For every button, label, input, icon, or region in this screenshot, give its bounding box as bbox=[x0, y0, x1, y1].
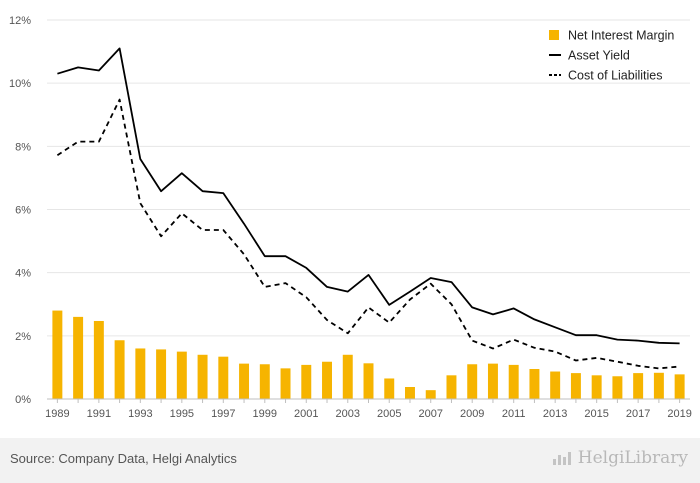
bar[interactable] bbox=[197, 354, 208, 399]
bar[interactable] bbox=[218, 356, 229, 399]
axes: 0% 2% 4% 6% 8% 10% 12% 1989 1991 1993 1995 1997 1999… bbox=[9, 15, 692, 420]
bar[interactable] bbox=[259, 364, 270, 399]
bar[interactable] bbox=[633, 373, 644, 399]
x-tick-label: 1999 bbox=[253, 408, 277, 420]
x-tick-label: 2009 bbox=[460, 408, 484, 420]
x-tick-label: 2013 bbox=[543, 408, 567, 420]
bar[interactable] bbox=[508, 364, 519, 399]
x-tick-label: 1997 bbox=[211, 408, 235, 420]
brand-name: HelgiLibrary bbox=[577, 448, 688, 468]
x-tick-label: 2005 bbox=[377, 408, 401, 420]
bar[interactable] bbox=[301, 364, 312, 399]
chart-svg: 0% 2% 4% 6% 8% 10% 12% 1989 1991 1993 1995 1997 1999… bbox=[9, 15, 692, 420]
x-tick-label: 2007 bbox=[418, 408, 442, 420]
bar[interactable] bbox=[612, 376, 623, 399]
legend: Net Interest Margin Asset Yield Cost of Li… bbox=[549, 29, 674, 83]
bar[interactable] bbox=[446, 375, 457, 399]
legend-label: Cost of Liabilities bbox=[568, 69, 663, 83]
bar[interactable] bbox=[570, 373, 581, 399]
x-tick-label: 2001 bbox=[294, 408, 318, 420]
legend-label: Asset Yield bbox=[568, 49, 630, 63]
bar[interactable] bbox=[674, 374, 685, 399]
cost-of-liabilities-line[interactable] bbox=[56, 98, 680, 370]
source-note: Source: Company Data, Helgi Analytics bbox=[10, 451, 237, 466]
bar[interactable] bbox=[363, 363, 374, 399]
y-tick-label: 12% bbox=[9, 15, 31, 27]
bar[interactable] bbox=[425, 390, 436, 399]
y-tick-label: 0% bbox=[15, 394, 31, 406]
bar[interactable] bbox=[135, 348, 146, 399]
x-tick-label: 1995 bbox=[170, 408, 194, 420]
y-tick-label: 8% bbox=[15, 141, 31, 153]
line-series bbox=[56, 47, 680, 370]
bar[interactable] bbox=[93, 320, 104, 399]
bar-series bbox=[52, 310, 685, 399]
x-tick-label: 2017 bbox=[626, 408, 650, 420]
bar[interactable] bbox=[550, 371, 561, 399]
bar[interactable] bbox=[342, 354, 353, 399]
legend-label: Net Interest Margin bbox=[568, 29, 674, 43]
brand: HelgiLibrary bbox=[552, 448, 688, 468]
x-tick-label: 2011 bbox=[502, 408, 526, 420]
bar[interactable] bbox=[384, 378, 395, 399]
x-tick-label: 2015 bbox=[584, 408, 608, 420]
bar[interactable] bbox=[156, 349, 167, 399]
legend-swatch-bar bbox=[549, 30, 559, 40]
gridlines bbox=[47, 19, 690, 337]
x-tick-label: 2019 bbox=[667, 408, 691, 420]
chart-logo-icon bbox=[552, 452, 571, 465]
bar[interactable] bbox=[653, 372, 664, 399]
asset-yield-line[interactable] bbox=[57, 47, 680, 345]
bar[interactable] bbox=[114, 340, 125, 399]
bar[interactable] bbox=[487, 363, 498, 399]
bar[interactable] bbox=[239, 363, 250, 399]
bar[interactable] bbox=[591, 375, 602, 399]
bar[interactable] bbox=[467, 364, 478, 399]
x-tick-label: 1991 bbox=[87, 408, 111, 420]
bar[interactable] bbox=[176, 351, 187, 399]
x-tick-label: 2003 bbox=[336, 408, 360, 420]
bar[interactable] bbox=[73, 316, 84, 399]
bar[interactable] bbox=[405, 386, 415, 399]
x-tick-label: 1989 bbox=[45, 408, 69, 420]
y-tick-label: 10% bbox=[9, 78, 31, 90]
bar[interactable] bbox=[529, 368, 540, 399]
footer: Source: Company Data, Helgi Analytics He… bbox=[0, 438, 700, 483]
y-tick-label: 2% bbox=[15, 331, 31, 343]
y-tick-label: 4% bbox=[15, 268, 31, 280]
bar[interactable] bbox=[322, 361, 332, 399]
bar[interactable] bbox=[52, 310, 63, 399]
y-tick-label: 6% bbox=[15, 205, 31, 217]
x-tick-label: 1993 bbox=[128, 408, 152, 420]
bar[interactable] bbox=[280, 368, 291, 399]
